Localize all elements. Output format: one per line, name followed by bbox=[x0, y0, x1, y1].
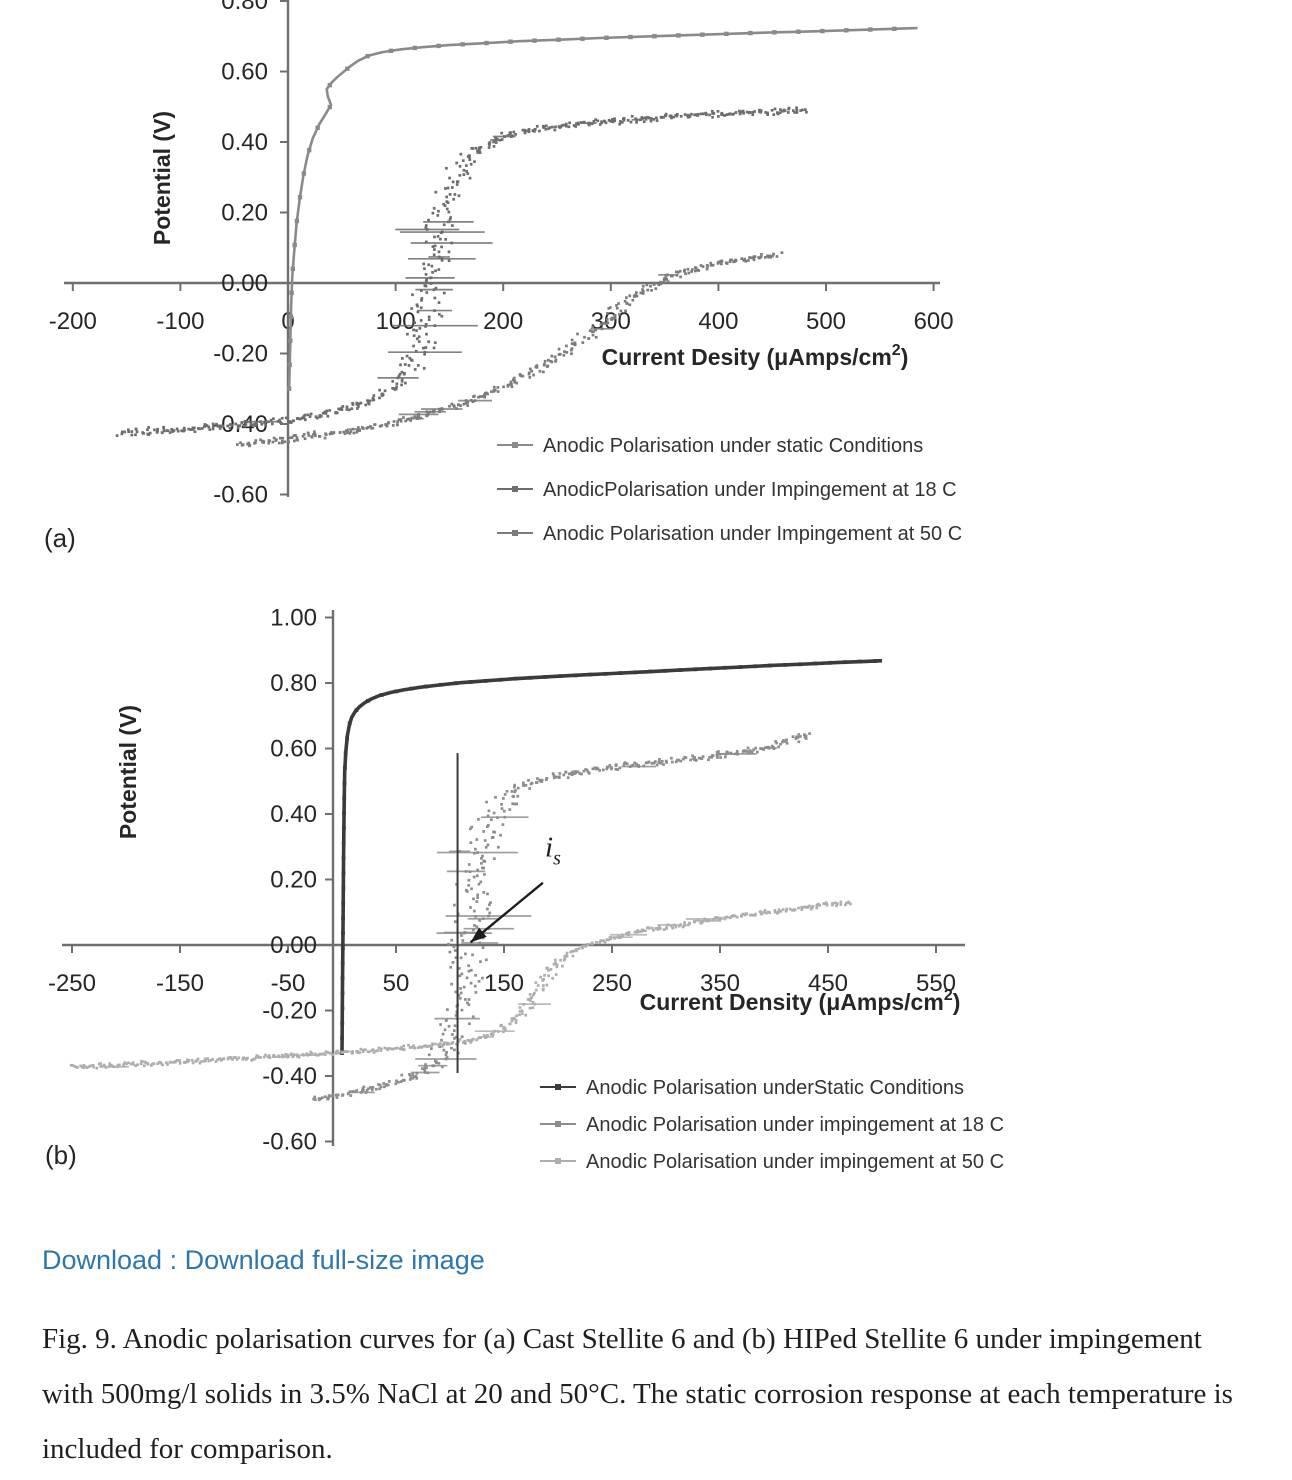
svg-text:-0.20: -0.20 bbox=[213, 341, 268, 368]
svg-text:is: is bbox=[545, 832, 561, 870]
svg-text:400: 400 bbox=[698, 308, 738, 335]
chart-panel-a: -200-10001002003004005006000.800.600.400… bbox=[0, 0, 1040, 575]
svg-text:-0.40: -0.40 bbox=[262, 1063, 317, 1090]
svg-text:0.40: 0.40 bbox=[270, 801, 317, 828]
download-bar: Download : Download full-size image bbox=[42, 1245, 1292, 1276]
svg-text:0.40: 0.40 bbox=[221, 129, 268, 156]
svg-text:-0.60: -0.60 bbox=[262, 1129, 317, 1156]
svg-text:0.60: 0.60 bbox=[221, 59, 268, 86]
svg-text:Anodic Polarisation under Impi: Anodic Polarisation under Impingement at… bbox=[543, 523, 962, 545]
svg-text:AnodicPolarisation under Impin: AnodicPolarisation under Impingement at … bbox=[543, 479, 957, 501]
svg-text:Potential (V): Potential (V) bbox=[115, 705, 141, 839]
svg-text:-150: -150 bbox=[156, 970, 204, 997]
svg-text:450: 450 bbox=[808, 970, 848, 997]
svg-text:Current Desity (μAmps/cm2): Current Desity (μAmps/cm2) bbox=[602, 342, 909, 370]
svg-text:0.80: 0.80 bbox=[221, 0, 268, 15]
svg-text:0.20: 0.20 bbox=[221, 200, 268, 227]
svg-text:500: 500 bbox=[806, 308, 846, 335]
svg-text:0.00: 0.00 bbox=[221, 270, 268, 297]
svg-text:600: 600 bbox=[914, 308, 954, 335]
svg-text:0.80: 0.80 bbox=[270, 670, 317, 697]
svg-text:0.60: 0.60 bbox=[270, 736, 317, 763]
svg-text:100: 100 bbox=[376, 308, 416, 335]
svg-text:-250: -250 bbox=[48, 970, 96, 997]
svg-text:-0.20: -0.20 bbox=[262, 998, 317, 1025]
svg-text:350: 350 bbox=[700, 970, 740, 997]
svg-text:0.00: 0.00 bbox=[270, 932, 317, 959]
svg-text:(a): (a) bbox=[44, 523, 76, 553]
svg-text:0.20: 0.20 bbox=[270, 867, 317, 894]
svg-text:550: 550 bbox=[916, 970, 956, 997]
download-link[interactable]: Download bbox=[42, 1245, 163, 1275]
svg-text:Current Density (μAmps/cm2): Current Density (μAmps/cm2) bbox=[640, 987, 961, 1015]
svg-text:250: 250 bbox=[592, 970, 632, 997]
svg-text:300: 300 bbox=[591, 308, 631, 335]
figure-caption: Fig. 9. Anodic polarisation curves for (… bbox=[42, 1323, 1233, 1465]
svg-text:200: 200 bbox=[483, 308, 523, 335]
svg-text:-100: -100 bbox=[156, 308, 204, 335]
svg-text:Anodic Polarisation under stat: Anodic Polarisation under static Conditi… bbox=[543, 435, 923, 457]
svg-text:(b): (b) bbox=[45, 1140, 77, 1170]
svg-text:-50: -50 bbox=[271, 970, 306, 997]
svg-text:-0.60: -0.60 bbox=[213, 482, 268, 509]
svg-text:Anodic Polarisation under impi: Anodic Polarisation under impingement at… bbox=[586, 1114, 1004, 1136]
svg-text:150: 150 bbox=[484, 970, 524, 997]
svg-text:Anodic Polarisation under impi: Anodic Polarisation under impingement at… bbox=[586, 1151, 1004, 1173]
svg-text:Potential (V): Potential (V) bbox=[149, 111, 175, 245]
svg-text:1.00: 1.00 bbox=[270, 605, 317, 632]
download-fullsize-link[interactable]: Download full-size image bbox=[184, 1245, 485, 1275]
svg-text:50: 50 bbox=[383, 970, 410, 997]
chart-panel-b: -250 -150 -50 50 150 250 350 450 550 1.00 0.80 0.60… bbox=[0, 600, 1040, 1215]
svg-text:Anodic Polarisation underStati: Anodic Polarisation underStatic Conditio… bbox=[586, 1077, 964, 1099]
svg-text:-200: -200 bbox=[49, 308, 97, 335]
download-separator: : bbox=[162, 1245, 185, 1275]
